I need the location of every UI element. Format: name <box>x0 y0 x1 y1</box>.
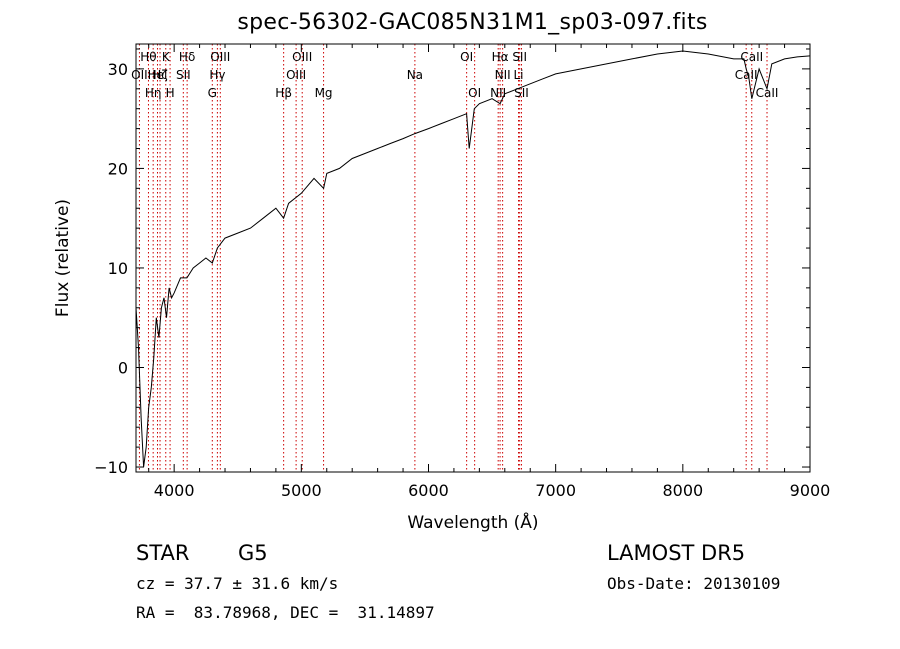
line-label-17: OI <box>460 50 473 64</box>
coordinates: RA = 83.78968, DEC = 31.14897 <box>136 603 435 622</box>
line-label-11: OIII <box>210 50 230 64</box>
y-tick-label: 0 <box>118 358 128 377</box>
line-label-12: Hβ <box>275 86 292 100</box>
line-label-8: Hδ <box>179 50 195 64</box>
spectral-line-markers <box>138 44 768 472</box>
line-label-23: SII <box>512 50 527 64</box>
line-label-9: G <box>208 86 217 100</box>
line-label-6: H <box>166 86 175 100</box>
y-tick-label: 10 <box>108 259 128 278</box>
x-tick-label: 8000 <box>662 481 703 500</box>
line-label-27: CaII <box>756 86 779 100</box>
x-tick-label: 4000 <box>154 481 195 500</box>
x-axis-label: Wavelength (Å) <box>407 511 538 533</box>
x-tick-label: 6000 <box>408 481 449 500</box>
line-label-3: Hel <box>148 68 168 82</box>
object-subclass: G5 <box>238 541 268 565</box>
spectrum-series <box>135 50 811 468</box>
line-label-15: Mg <box>315 86 333 100</box>
line-label-1: Hθ <box>140 50 156 64</box>
line-label-21: NII <box>495 68 511 82</box>
y-tick-label: −10 <box>94 458 128 477</box>
plot-frame <box>135 43 811 473</box>
y-tick-label: 20 <box>108 159 128 178</box>
line-label-26: CaII <box>740 50 763 64</box>
line-label-22: Li <box>514 68 524 82</box>
x-tick-label: 7000 <box>535 481 576 500</box>
line-label-24: SII <box>514 86 529 100</box>
chart-title: spec-56302-GAC085N31M1_sp03-097.fits <box>237 10 708 35</box>
line-label-20: Hα <box>492 50 509 64</box>
y-tick-label: 30 <box>108 60 128 79</box>
spectral-line-labels: OIIHθHηHelHζKHSIIHδGHγOIIIHβOIIIOIIIMgNa… <box>131 50 778 100</box>
line-label-4: Hζ <box>152 68 168 82</box>
line-label-10: Hγ <box>209 68 225 82</box>
line-label-5: K <box>162 50 171 64</box>
y-axis-label: Flux (relative) <box>53 199 73 317</box>
x-tick-label: 9000 <box>790 481 831 500</box>
y-axis: −10 0 10 20 30 <box>94 48 810 477</box>
line-label-0: OII <box>131 68 148 82</box>
observation-date: Obs-Date: 20130109 <box>607 574 781 593</box>
line-label-2: Hη <box>145 86 162 100</box>
redshift-info: cz = 37.7 ± 31.6 km/s <box>136 574 339 593</box>
object-class: STAR <box>136 541 190 565</box>
x-axis: 4000 5000 6000 7000 8000 9000 <box>148 44 831 500</box>
survey-name: LAMOST DR5 <box>607 541 746 565</box>
spectrum-line-0 <box>135 50 811 468</box>
x-tick-label: 5000 <box>281 481 322 500</box>
line-label-19: NII <box>490 86 506 100</box>
line-label-25: CaII <box>735 68 758 82</box>
line-label-14: OIII <box>292 50 312 64</box>
line-label-16: Na <box>407 68 423 82</box>
line-label-18: OI <box>468 86 481 100</box>
line-label-7: SII <box>176 68 191 82</box>
line-label-13: OIII <box>286 68 306 82</box>
